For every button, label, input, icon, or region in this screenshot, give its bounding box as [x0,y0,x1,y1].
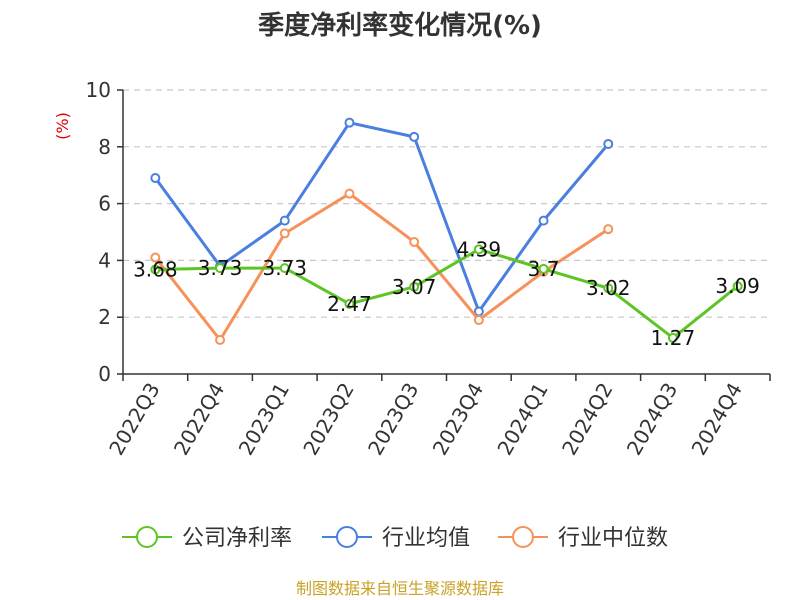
legend-item[interactable]: 行业中位数 [498,526,668,551]
x-tick-label: 2024Q3 [622,379,682,460]
data-label: 1.27 [651,326,696,350]
data-point[interactable] [150,173,161,184]
data-point[interactable] [538,263,549,274]
data-point[interactable] [279,215,290,226]
x-tick-label: 2022Q4 [169,379,229,460]
data-point[interactable] [344,117,355,128]
legend-label: 行业均值 [382,526,470,551]
x-tick-label: 2023Q4 [428,378,488,459]
x-tick-label: 2023Q2 [298,379,358,460]
series-layer [150,117,743,345]
data-point[interactable] [279,228,290,239]
x-tick-label: 2022Q3 [104,379,164,460]
data-point[interactable] [150,264,161,275]
legend-marker [136,526,158,548]
data-point[interactable] [215,263,226,274]
x-axis-tick-labels: 2022Q3 2022Q4 2023Q1 2023Q2 2023Q3 2023Q4 2024… [104,374,771,460]
legend-marker [336,526,358,548]
series-1 [150,117,614,317]
series-0 [150,244,743,343]
legend-label: 公司净利率 [182,526,292,551]
legend-item[interactable]: 行业均值 [322,526,470,551]
data-label: 2.47 [327,292,372,316]
data-point[interactable] [409,281,420,292]
data-point[interactable] [473,244,484,255]
data-point[interactable] [215,334,226,345]
grid-lines [123,89,770,318]
data-point[interactable] [667,332,678,343]
y-tick-label: 2 [98,305,111,329]
series-line [154,121,610,313]
x-tick-label: 2024Q1 [492,379,552,460]
data-label: 3.09 [715,274,760,298]
x-tick-label: 2024Q4 [687,379,747,460]
legend-marker [512,526,534,548]
legend[interactable]: 公司净利率 行业均值 行业中位数 [122,526,668,551]
series-line [154,192,610,342]
x-tick-label: 2024Q2 [557,379,617,460]
data-label: 3.73 [198,256,243,280]
series-line [155,247,739,340]
data-point[interactable] [409,236,420,247]
data-point[interactable] [150,252,161,263]
data-point[interactable] [344,298,355,309]
y-tick-label: 4 [98,248,111,272]
data-point[interactable] [344,188,355,199]
x-tick-label: 2023Q3 [363,379,423,460]
data-point[interactable] [279,263,290,274]
y-tick-label: 6 [98,192,111,216]
y-tick-label: 8 [98,135,111,159]
legend-item[interactable]: 公司净利率 [122,526,292,551]
data-labels-layer: 3.68 3.73 3.73 2.47 3.07 4.39 3.7 3.02 1.27 3.09 [133,237,760,350]
data-label: 3.68 [133,257,178,281]
y-tick-label: 0 [98,362,111,386]
data-label: 3.07 [392,275,437,299]
x-tick-label: 2023Q1 [234,379,294,460]
data-point[interactable] [538,215,549,226]
data-point[interactable] [473,315,484,326]
data-point[interactable] [409,131,420,142]
legend-label: 行业中位数 [558,526,668,551]
y-tick-label: 10 [86,78,111,102]
data-point[interactable] [603,283,614,294]
data-point[interactable] [732,281,743,292]
data-point[interactable] [603,138,614,149]
data-label: 4.39 [457,237,502,261]
data-label: 3.02 [586,276,631,300]
data-label: 3.7 [528,257,560,281]
data-label: 3.73 [262,256,307,280]
y-axis-unit-label: (%) [53,112,72,140]
data-point[interactable] [603,224,614,235]
source-note: 制图数据来自恒生聚源数据库 [296,579,504,598]
chart-title: 季度净利率变化情况(%) [258,10,542,41]
y-axis-tick-labels: 0 2 4 6 8 10 [86,78,123,386]
